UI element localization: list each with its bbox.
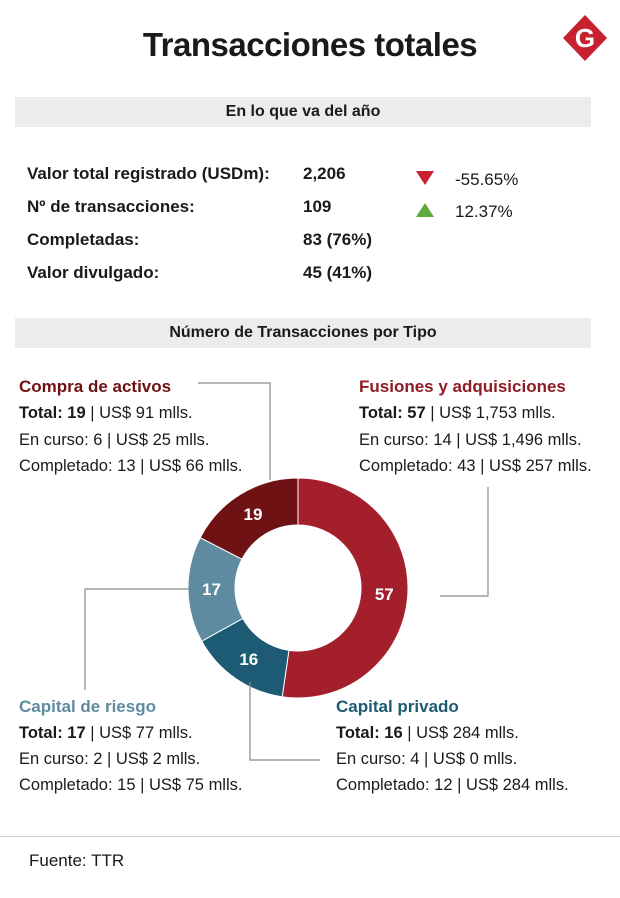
- category-completado-fusiones: Completado: 43 | US$ 257 mlls.: [359, 457, 592, 475]
- donut-slice-label-0: 57: [375, 585, 394, 604]
- total-detail: | US$ 1,753 mlls.: [425, 404, 556, 422]
- total-detail: | US$ 91 mlls.: [85, 404, 193, 422]
- category-total-fusiones: Total: 57 | US$ 1,753 mlls.: [359, 404, 556, 423]
- category-completado-compra: Completado: 13 | US$ 66 mlls.: [19, 457, 243, 475]
- ytd-band-title: En lo que va del año: [15, 97, 591, 127]
- stat-label-valor-total: Valor total registrado (USDm):: [27, 164, 270, 183]
- category-title-fusiones: Fusiones y adquisiciones: [359, 377, 566, 396]
- category-title-privado: Capital privado: [336, 697, 459, 716]
- stat-value-valor-total: 2,206: [303, 164, 346, 183]
- stat-value-transacciones: 109: [303, 197, 332, 216]
- source-note: Fuente: TTR: [29, 851, 125, 870]
- category-encurso-compra: En curso: 6 | US$ 25 mlls.: [19, 431, 210, 449]
- type-band-title: Número de Transacciones por Tipo: [15, 318, 591, 348]
- category-title-compra: Compra de activos: [19, 377, 172, 396]
- stat-value-valor-divulgado: 45 (41%): [303, 263, 372, 282]
- up-triangle-icon: [416, 203, 434, 217]
- donut-slice-label-3: 19: [244, 505, 263, 524]
- total-strong: Total: 16: [336, 724, 403, 742]
- stat-label-transacciones: Nº de transacciones:: [27, 197, 195, 216]
- category-total-compra: Total: 19 | US$ 91 mlls.: [19, 404, 193, 423]
- total-detail: | US$ 77 mlls.: [85, 724, 193, 742]
- category-total-riesgo: Total: 17 | US$ 77 mlls.: [19, 724, 193, 743]
- connector-privado: [249, 682, 320, 761]
- total-strong: Total: 17: [19, 724, 86, 742]
- category-completado-privado: Completado: 12 | US$ 284 mlls.: [336, 776, 569, 794]
- connector-compra: [198, 382, 271, 480]
- brand-logo: G: [563, 15, 607, 61]
- stat-value-completadas: 83 (76%): [303, 230, 372, 249]
- donut-slice-0: [281, 477, 409, 699]
- stat-change-valor-total: -55.65%: [455, 170, 519, 189]
- donut-chart: 57 16 17 19: [84, 382, 489, 761]
- connector-riesgo: [84, 588, 190, 690]
- category-title-riesgo: Capital de riesgo: [19, 697, 156, 716]
- category-encurso-privado: En curso: 4 | US$ 0 mlls.: [336, 750, 518, 768]
- category-completado-riesgo: Completado: 15 | US$ 75 mlls.: [19, 776, 243, 794]
- category-encurso-riesgo: En curso: 2 | US$ 2 mlls.: [19, 750, 201, 768]
- total-strong: Total: 57: [359, 404, 426, 422]
- connector-fusiones: [440, 487, 489, 597]
- category-total-privado: Total: 16 | US$ 284 mlls.: [336, 724, 519, 743]
- stat-label-valor-divulgado: Valor divulgado:: [27, 263, 160, 282]
- donut-slice-label-2: 17: [202, 580, 221, 599]
- stat-change-transacciones: 12.37%: [455, 202, 513, 221]
- logo-letter: G: [575, 23, 595, 53]
- total-detail: | US$ 284 mlls.: [402, 724, 519, 742]
- donut-slice-label-1: 16: [239, 650, 258, 669]
- page-title: Transacciones totales: [142, 26, 478, 63]
- category-encurso-fusiones: En curso: 14 | US$ 1,496 mlls.: [359, 431, 582, 449]
- footer-divider: [0, 836, 620, 837]
- donut-slice-3: [199, 477, 299, 560]
- stat-label-completadas: Completadas:: [27, 230, 140, 249]
- down-triangle-icon: [416, 171, 434, 185]
- total-strong: Total: 19: [19, 404, 86, 422]
- logo-hexagon: [563, 15, 607, 61]
